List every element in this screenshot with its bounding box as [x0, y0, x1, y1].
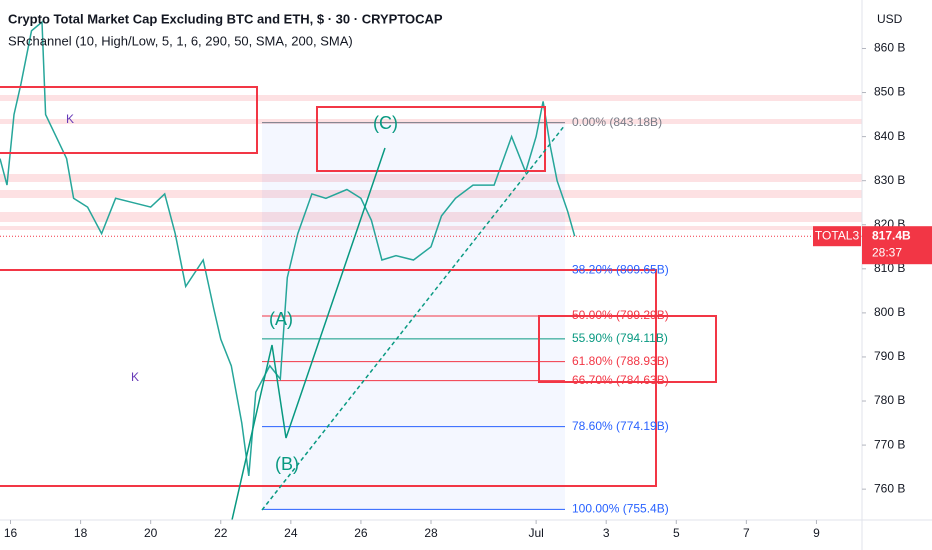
x-tick-label: 22 [214, 526, 228, 540]
annotation: (B) [275, 454, 299, 474]
fib-label: 38.20% (809.65B) [572, 263, 669, 277]
title: Crypto Total Market Cap Excluding BTC an… [8, 11, 443, 26]
y-tick-label: 800 B [874, 305, 905, 319]
x-tick-label: 18 [74, 526, 88, 540]
y-tick-label: 830 B [874, 173, 905, 187]
annotation: K [131, 370, 139, 384]
y-tick-label: 860 B [874, 41, 905, 55]
annotation: (A) [269, 309, 293, 329]
currency: USD [877, 12, 903, 26]
boxes [0, 86, 717, 487]
x-tick-label: 24 [284, 526, 298, 540]
x-tick-label: 5 [673, 526, 680, 540]
y-tick-label: 770 B [874, 437, 905, 451]
fib-label: 61.80% (788.93B) [572, 354, 669, 368]
zones [0, 95, 862, 230]
y-tick-label: 850 B [874, 85, 905, 99]
price-line [0, 20, 576, 476]
y-tick-label: 810 B [874, 261, 905, 275]
x-tick-label: 28 [424, 526, 438, 540]
fib-label: 78.60% (774.19B) [572, 419, 669, 433]
x-tick-label: 20 [144, 526, 158, 540]
ticker-tag [813, 226, 861, 247]
x-tick-label: Jul [528, 526, 543, 540]
ticker: TOTAL3 [815, 228, 860, 242]
y-tick-label: 760 B [874, 481, 905, 495]
annotation: (C) [373, 113, 398, 133]
x-tick-label: 7 [743, 526, 750, 540]
y-tick-label: 790 B [874, 349, 905, 363]
price-tag [862, 226, 932, 265]
x-tick-label: 16 [4, 526, 18, 540]
annotation: K [66, 112, 74, 126]
x-tick-label: 26 [354, 526, 368, 540]
y-tick-label: 840 B [874, 129, 905, 143]
fib-label: 100.00% (755.4B) [572, 502, 669, 516]
subtitle: SRchannel (10, High/Low, 5, 1, 6, 290, 5… [8, 33, 353, 48]
fib-label: 0.00% (843.18B) [572, 115, 662, 129]
fib-label: 66.70% (784.63B) [572, 373, 669, 387]
x-tick-label: 9 [813, 526, 820, 540]
countdown: 28:37 [872, 245, 902, 259]
price-label: 817.4B [872, 228, 911, 242]
x-tick-label: 3 [603, 526, 610, 540]
fib-label: 55.90% (794.11B) [572, 331, 668, 345]
fib-label: 50.00% (799.29B) [572, 308, 669, 322]
y-tick-label: 780 B [874, 393, 905, 407]
waves [231, 124, 566, 521]
